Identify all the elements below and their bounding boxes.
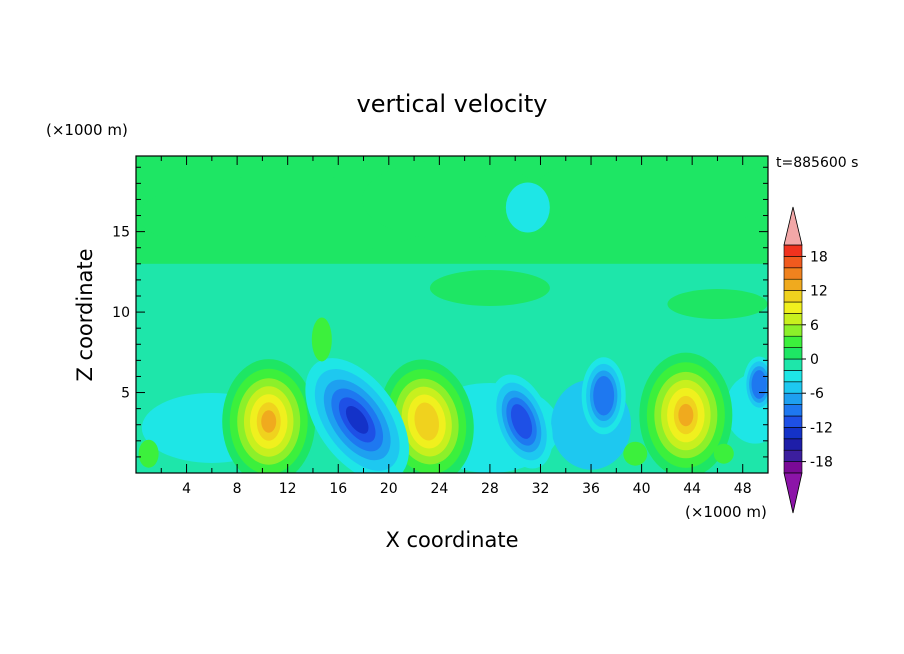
y-unit-label: (×1000 m) — [46, 121, 128, 139]
colorbar-tick-label: 0 — [810, 352, 819, 368]
upper-patch — [429, 269, 550, 306]
time-label: t=885600 s — [776, 155, 858, 171]
y-tick-label: 5 — [121, 386, 130, 402]
colorbar-over-arrow — [783, 206, 803, 246]
updraft-contour — [261, 410, 277, 433]
upper-patch — [667, 289, 768, 320]
x-axis-label: X coordinate — [385, 528, 518, 552]
downdraft-contour — [751, 370, 767, 399]
updraft-contour — [414, 402, 439, 441]
colorbar-swatch — [783, 438, 803, 451]
updraft-contour — [678, 403, 694, 427]
colorbar-tick-label: -6 — [810, 386, 824, 402]
downdraft-contour — [510, 404, 533, 439]
chart-title: vertical velocity — [357, 90, 548, 118]
downdraft-contour — [345, 406, 369, 434]
colorbar-swatch — [783, 256, 803, 269]
x-tick-label: 8 — [233, 481, 242, 497]
surface-patch — [623, 441, 648, 466]
x-tick-label: 48 — [734, 481, 752, 497]
y-tick-label: 15 — [112, 225, 130, 241]
colorbar-swatch — [783, 358, 803, 371]
y-axis-label: Z coordinate — [73, 248, 97, 381]
x-tick-label: 44 — [683, 481, 701, 497]
colorbar-swatch — [783, 313, 803, 326]
x-tick-label: 16 — [329, 481, 347, 497]
x-tick-label: 12 — [279, 481, 297, 497]
colorbar-swatch — [783, 427, 803, 440]
colorbar: 18 12 6 0 -6 -12 -18 — [783, 206, 833, 514]
colorbar-tick-label: 12 — [810, 284, 828, 300]
colorbar-swatch — [783, 449, 803, 462]
contour-field — [136, 156, 768, 473]
colorbar-swatch — [783, 290, 803, 303]
x-tick-label: 20 — [380, 481, 398, 497]
colorbar-swatch — [783, 278, 803, 291]
x-axis: 4 8 12 16 20 24 28 32 36 40 44 48 — [160, 156, 752, 497]
colorbar-swatch — [783, 324, 803, 337]
colorbar-swatch — [783, 415, 803, 428]
x-tick-label: 4 — [182, 481, 191, 497]
upper-patch — [534, 156, 768, 232]
colorbar-tick-label: -18 — [810, 455, 833, 471]
colorbar-swatch — [783, 392, 803, 405]
y-tick-label: 10 — [112, 305, 130, 321]
colorbar-swatch — [783, 244, 803, 257]
x-tick-label: 36 — [582, 481, 600, 497]
plot-frame — [135, 155, 769, 474]
weak-descent — [505, 182, 550, 233]
surface-patch — [713, 443, 734, 464]
colorbar-swatch — [783, 267, 803, 280]
colorbar-tick-label: 6 — [810, 318, 819, 334]
colorbar-swatch — [783, 335, 803, 348]
downdraft-contour — [593, 375, 615, 416]
y-axis: 5 10 15 — [112, 166, 768, 458]
x-tick-label: 32 — [532, 481, 550, 497]
colorbar-under-arrow — [783, 472, 803, 514]
x-tick-label: 24 — [430, 481, 448, 497]
colorbar-swatch — [783, 370, 803, 383]
x-unit-label: (×1000 m) — [685, 503, 767, 521]
colorbar-swatch — [783, 381, 803, 394]
surface-patch — [138, 439, 159, 468]
colorbar-swatch — [783, 461, 803, 474]
colorbar-tick-label: 18 — [810, 249, 828, 265]
x-tick-label: 28 — [481, 481, 499, 497]
colorbar-swatch — [783, 301, 803, 314]
colorbar-swatch — [783, 347, 803, 360]
mid-patch — [311, 317, 332, 362]
upper-patch — [362, 159, 542, 240]
colorbar-swatch — [783, 404, 803, 417]
colorbar-tick-label: -12 — [810, 420, 833, 436]
x-tick-label: 40 — [633, 481, 651, 497]
